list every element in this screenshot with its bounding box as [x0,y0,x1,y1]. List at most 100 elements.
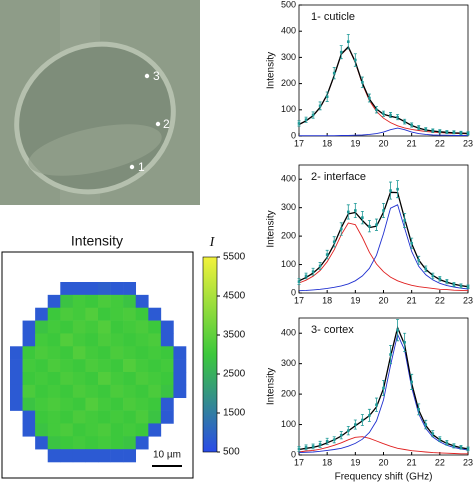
heatmap-cell [60,282,74,296]
data-point [410,241,413,245]
data-point [339,433,343,437]
heatmap-cell [47,372,61,386]
data-point [403,341,406,344]
data-point [382,386,385,390]
heatmap-cell [110,346,124,360]
heatmap-cell [60,397,74,411]
data-point [459,131,463,135]
heatmap-cell [22,397,36,411]
heatmap-cell [160,372,174,386]
heatmap-cell [35,410,49,424]
heatmap-cell [47,436,61,450]
heatmap-cell [72,423,86,437]
colorbar [202,256,218,453]
data-point [361,80,364,84]
heatmap-cell [22,346,36,360]
data-point [403,120,406,123]
heatmap-cell [47,333,61,347]
data-point [389,189,392,192]
heatmap-cell [85,410,99,424]
heatmap-cell [160,384,174,399]
heatmap-cell [135,410,149,424]
colorbar-tick-label: 3500 [223,330,246,341]
heatmap-cell [123,397,137,411]
data-point [396,328,399,332]
data-point [452,131,456,134]
y-tick-label: 100 [281,419,296,429]
heatmap-cell [173,359,187,373]
heatmap-cell [123,436,137,450]
y-tick-label: 500 [281,0,296,9]
heatmap-cell [60,423,74,437]
heatmap-cell [98,384,111,399]
heatmap-cell [35,320,49,334]
heatmap-cell [35,372,49,386]
heatmap-cell [123,282,137,296]
plot-title: 1- cuticle [311,11,355,23]
fit-line [299,127,468,137]
y-tick-label: 400 [281,26,296,36]
data-point [452,283,456,286]
heatmap-cell [160,359,174,373]
y-tick-label: 200 [281,78,296,88]
heatmap-cell [160,410,174,424]
data-point [304,274,308,278]
x-tick-label: 17 [294,457,304,467]
heatmap-cell [110,294,124,309]
heatmap-cell [123,384,137,399]
data-point [417,408,421,411]
y-tick-label: 200 [281,230,296,240]
heatmap-cell [173,384,187,399]
heatmap-cell [98,359,111,373]
x-tick-label: 17 [294,138,304,148]
data-point [417,126,421,129]
data-point [354,209,357,212]
heatmap-cell [47,410,61,424]
data-point [318,443,322,446]
y-tick-label: 400 [281,174,296,184]
heatmap-cell [98,282,111,296]
plot-frame [298,164,469,294]
heatmap-cell [35,436,49,450]
heatmap-cell [148,333,162,347]
data-point [304,446,308,449]
data-point [311,445,315,448]
x-tick-label: 23 [463,138,473,148]
micrograph: 3 2 1 [0,0,200,205]
point-marker [144,73,150,79]
heatmap-cell [160,333,174,347]
colorbar-tick-label: 4500 [223,291,246,302]
heatmap-cell [35,423,49,437]
data-point [354,423,357,426]
heatmap-cell [110,423,124,437]
heatmap-title: Intensity [71,233,123,249]
heatmap-cell [148,320,162,334]
point-marker [129,164,135,170]
heatmap-cell [35,307,49,321]
data-point [396,115,399,119]
x-tick-label: 22 [435,457,445,467]
heatmap-cell [35,397,49,411]
data-point [424,267,428,271]
heatmap-cell [72,410,86,424]
heatmap-cell [98,346,111,360]
data-point [375,403,378,407]
fit-line [298,204,469,292]
y-tick-label: 300 [281,358,296,368]
data-point [346,40,350,43]
x-tick-label: 18 [322,138,332,148]
data-point [417,258,421,262]
heatmap-cell [98,307,111,321]
y-tick-label: 0 [291,449,296,459]
heatmap-cell [110,410,124,424]
heatmap-cell [98,423,111,437]
point-marker [155,121,161,127]
heatmap-cell [135,346,149,360]
data-point [459,284,463,288]
data-point [466,447,470,451]
heatmap-cell [123,320,137,334]
data-point [438,277,442,281]
heatmap-cell [98,449,111,463]
data-point [389,353,392,356]
heatmap-cell [72,346,86,360]
